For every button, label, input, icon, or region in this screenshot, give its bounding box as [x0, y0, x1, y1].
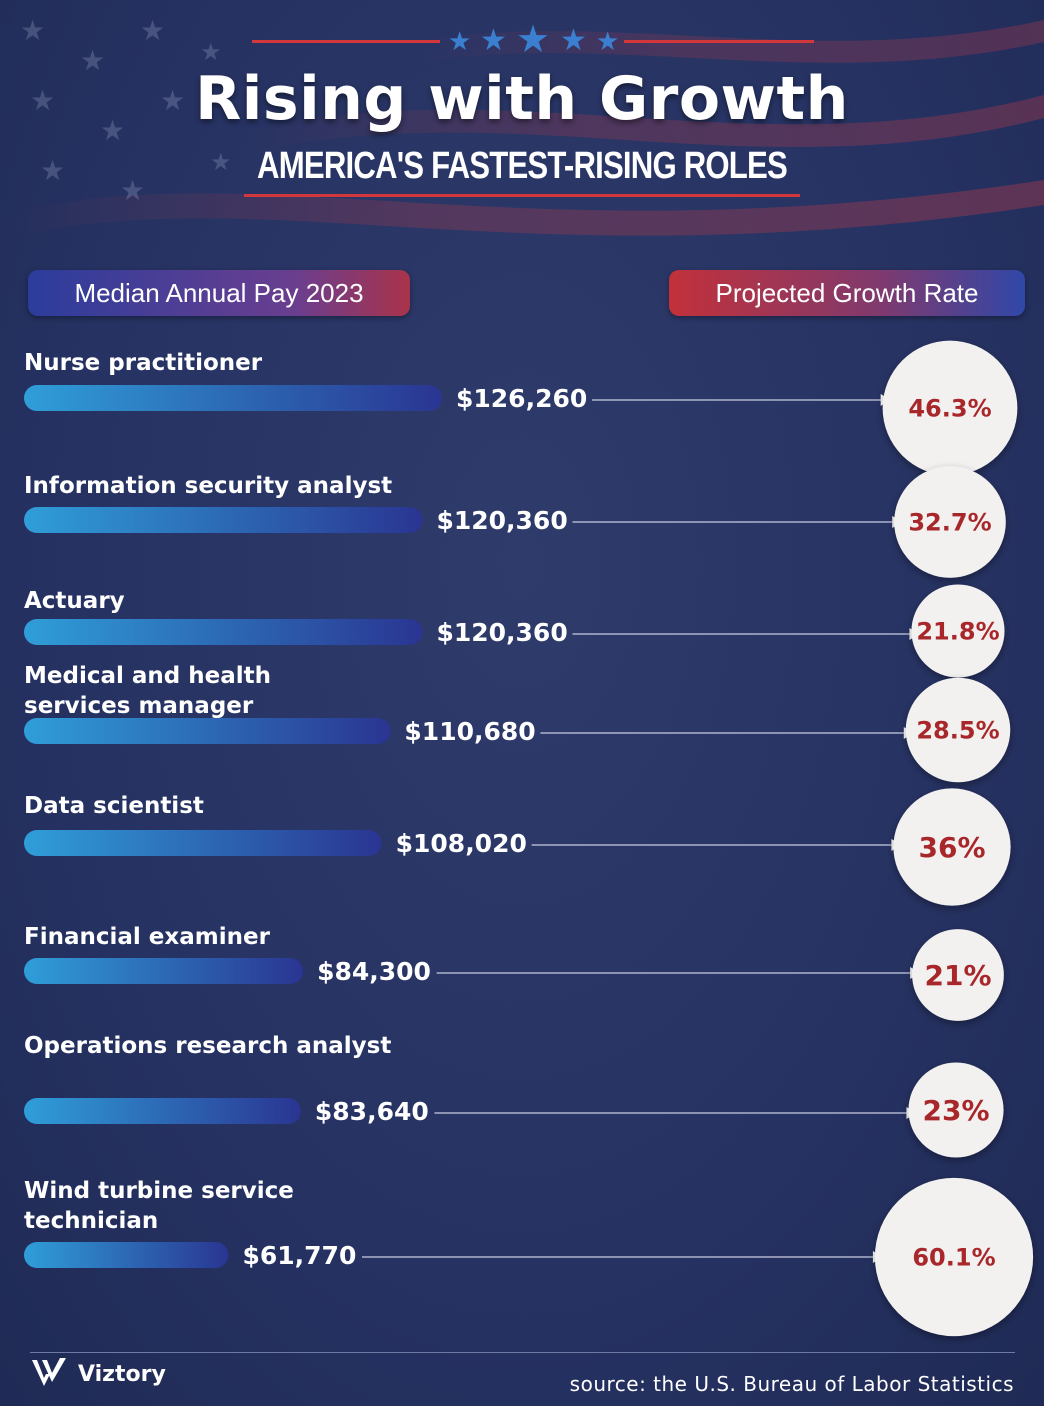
growth-circle: [874, 1177, 1034, 1337]
pay-value-label: $126,260: [456, 384, 587, 413]
growth-circle: [894, 466, 1006, 578]
pay-bar: [24, 385, 442, 411]
pay-bar: [24, 718, 391, 744]
pay-bar: [24, 1242, 229, 1268]
svg-text:★: ★: [200, 38, 222, 66]
growth-rate-label: 21%: [924, 959, 991, 992]
growth-circle: [905, 677, 1011, 783]
title-rule-bottom: [244, 194, 800, 197]
occupation-label: services manager: [24, 693, 254, 719]
svg-text:★: ★: [120, 174, 145, 207]
legend-pay-label: Median Annual Pay 2023: [28, 270, 410, 316]
svg-text:★: ★: [80, 44, 105, 77]
pay-bar: [24, 958, 304, 984]
pay-value-label: $84,300: [317, 957, 431, 986]
svg-text:★: ★: [516, 17, 550, 61]
row-financial-examiner: Financial examiner $84,300 21%: [24, 924, 1004, 1021]
occupation-label: Medical and health: [24, 663, 271, 689]
pay-value-label: $61,770: [242, 1241, 356, 1270]
growth-circle: [912, 929, 1004, 1021]
pay-bar: [24, 507, 423, 533]
title-rule-top-right: [624, 40, 814, 43]
occupation-label: Information security analyst: [24, 473, 392, 499]
viztory-logo-icon: [32, 1358, 66, 1386]
brand-name: Viztory: [78, 1362, 166, 1387]
svg-text:★: ★: [100, 114, 125, 147]
growth-rate-label: 21.8%: [916, 618, 999, 646]
footer-rule: [30, 1352, 1015, 1353]
pay-value-label: $110,680: [404, 717, 535, 746]
svg-text:★: ★: [480, 23, 507, 58]
title-rule-top-left: [252, 40, 440, 43]
occupation-label: Financial examiner: [24, 924, 271, 950]
svg-text:★: ★: [560, 23, 587, 58]
flag-stars: ★ ★ ★ ★ ★ ★ ★ ★ ★ ★: [20, 14, 232, 207]
source-note: source: the U.S. Bureau of Labor Statist…: [569, 1372, 1014, 1396]
growth-rate-label: 36%: [918, 831, 985, 864]
legend-growth-label: Projected Growth Rate: [669, 270, 1025, 316]
pay-bar: [24, 619, 423, 645]
svg-text:★: ★: [30, 84, 55, 117]
title-stars: ★ ★ ★ ★ ★: [448, 17, 619, 61]
pay-value-label: $108,020: [396, 829, 527, 858]
row-information-security-analyst: Information security analyst $120,360 32.7…: [24, 466, 1006, 578]
occupation-label: Wind turbine service: [24, 1178, 294, 1204]
pay-value-label: $83,640: [315, 1097, 429, 1126]
page-title: Rising with Growth: [195, 64, 849, 134]
svg-text:★: ★: [40, 154, 65, 187]
svg-text:★: ★: [596, 27, 619, 57]
growth-circle: [911, 584, 1005, 678]
pay-value-label: $120,360: [436, 618, 567, 647]
page-subtitle: AMERICA'S FASTEST-RISING ROLES: [257, 145, 788, 187]
growth-circle: [908, 1062, 1004, 1158]
occupation-label: Data scientist: [24, 793, 204, 819]
occupation-label: Actuary: [24, 588, 125, 614]
growth-rate-label: 23%: [922, 1094, 989, 1127]
pay-bar: [24, 830, 382, 856]
svg-text:★: ★: [160, 84, 185, 117]
row-actuary: Actuary $120,360 21.8%: [24, 584, 1005, 678]
row-wind-turbine-service-technician: Wind turbine service technician $61,770 60.…: [24, 1177, 1034, 1337]
pay-value-label: $120,360: [436, 506, 567, 535]
occupation-label: technician: [24, 1208, 158, 1234]
row-nurse-practitioner: Nurse practitioner $126,260 46.3%: [24, 340, 1018, 476]
growth-rate-label: 60.1%: [912, 1244, 995, 1272]
growth-rate-label: 32.7%: [908, 509, 991, 537]
svg-text:★: ★: [448, 27, 471, 57]
growth-rate-label: 28.5%: [916, 717, 999, 745]
occupation-label: Operations research analyst: [24, 1033, 391, 1059]
pay-bar: [24, 1098, 301, 1124]
occupation-label: Nurse practitioner: [24, 350, 263, 376]
row-data-scientist: Data scientist $108,020 36%: [24, 788, 1011, 906]
svg-text:★: ★: [20, 14, 45, 47]
growth-circle: [882, 340, 1018, 476]
svg-text:★: ★: [210, 148, 232, 176]
row-operations-research-analyst: Operations research analyst $83,640 23%: [24, 1033, 1004, 1158]
growth-circle: [893, 788, 1011, 906]
svg-text:★: ★: [140, 14, 165, 47]
growth-rate-label: 46.3%: [908, 395, 991, 423]
row-medical-and-health-services-manager: Medical and health services manager $110,6…: [24, 663, 1011, 783]
